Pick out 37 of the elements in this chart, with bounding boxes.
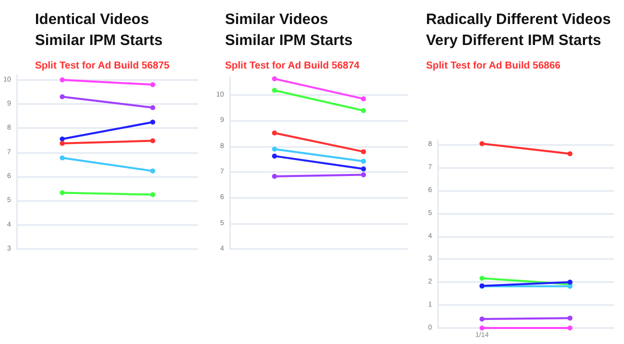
point [568, 316, 572, 321]
point [150, 82, 156, 88]
chart-subtitle: Split Test for Ad Build 56875 [35, 60, 170, 72]
chart-title: Similar Videos Similar IPM Starts [225, 11, 353, 49]
chart-subtitle: Split Test for Ad Build 56874 [225, 60, 360, 72]
point [272, 88, 277, 93]
point [150, 138, 156, 144]
point [150, 168, 156, 174]
point [361, 172, 366, 178]
point [480, 141, 484, 146]
point [568, 151, 572, 156]
point [60, 190, 65, 196]
point [60, 77, 65, 82]
chart-subtitle: Split Test for Ad Build 56866 [426, 60, 561, 72]
chart-title: Radically Different Videos Very Different IPM Starts [426, 11, 611, 49]
point [361, 108, 366, 114]
point [60, 155, 65, 160]
point [361, 96, 366, 102]
point [361, 149, 366, 154]
point [272, 154, 277, 159]
point [361, 166, 366, 172]
point [272, 130, 277, 136]
chart-title: Identical Videos Similar IPM Starts [35, 11, 163, 49]
point [150, 105, 156, 110]
point [150, 192, 156, 198]
point [60, 140, 65, 146]
point [60, 136, 65, 142]
point [480, 326, 484, 330]
point [60, 94, 65, 100]
point [568, 326, 572, 330]
point [480, 276, 484, 281]
point [272, 146, 277, 152]
point [480, 316, 484, 322]
point [150, 120, 156, 125]
point [272, 174, 277, 179]
point [272, 76, 277, 82]
point [361, 158, 366, 164]
